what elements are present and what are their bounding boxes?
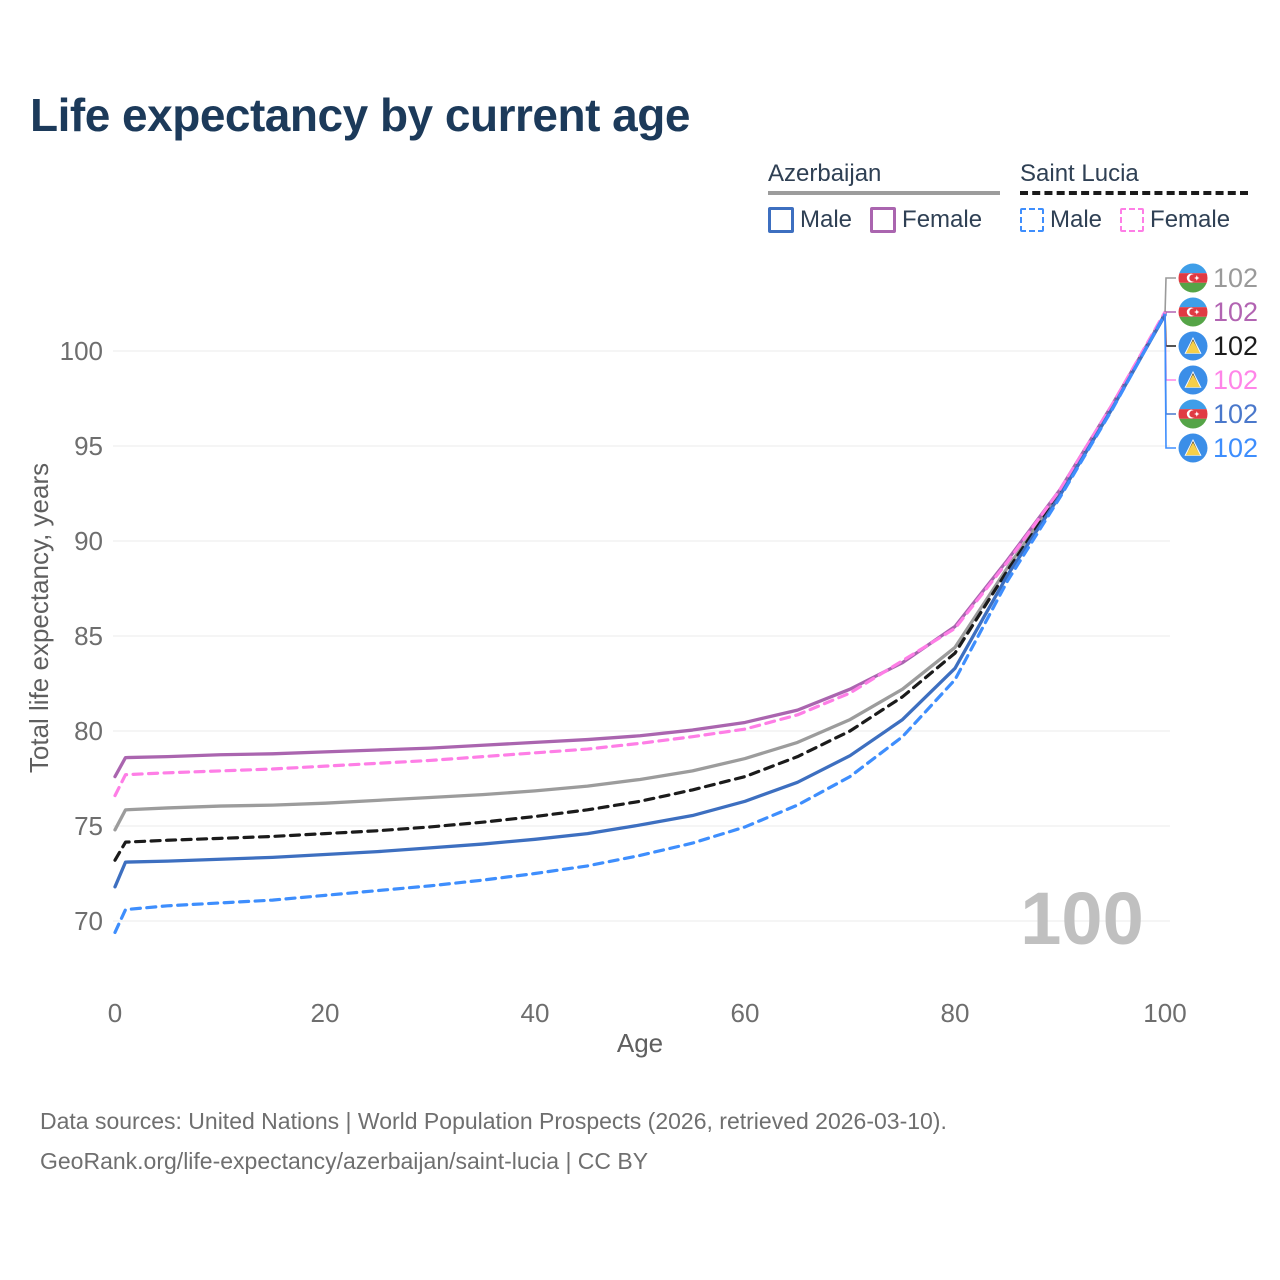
data-sources-text: Data sources: United Nations | World Pop…: [40, 1108, 947, 1134]
legend-swatch-saint-lucia-female[interactable]: [1120, 208, 1145, 232]
azerbaijan-flag-icon[interactable]: [1178, 297, 1208, 327]
age-counter-watermark: 100: [1020, 877, 1144, 960]
legend-label-azerbaijan-male[interactable]: Male: [800, 206, 853, 233]
y-axis-title: Total life expectancy, years: [24, 463, 54, 773]
y-tick-label: 85: [74, 621, 103, 651]
y-tick-label: 90: [74, 526, 103, 556]
series-line-saint-lucia-total[interactable]: [113, 311, 1167, 862]
end-label-leader: [1164, 311, 1176, 315]
saint-lucia-flag-icon[interactable]: [1178, 365, 1208, 395]
page-title: Life expectancy by current age: [30, 89, 690, 141]
x-tick-label: 40: [521, 998, 550, 1028]
end-label-leader: [1164, 312, 1176, 347]
source-url-text: GeoRank.org/life-expectancy/azerbaijan/s…: [40, 1148, 649, 1174]
x-tick-label: 20: [311, 998, 340, 1028]
saint-lucia-flag-icon[interactable]: [1178, 433, 1208, 463]
y-tick-label: 100: [60, 336, 103, 366]
series-line-azerbaijan-female[interactable]: [113, 312, 1167, 779]
legend-country-saint-lucia[interactable]: Saint Lucia: [1020, 160, 1139, 187]
series-line-azerbaijan-male[interactable]: [113, 313, 1167, 889]
legend-swatch-azerbaijan-male[interactable]: [768, 207, 794, 233]
y-tick-label: 70: [74, 906, 103, 936]
x-tick-label: 100: [1143, 998, 1186, 1028]
end-value-label-saint-lucia-male: 102: [1213, 433, 1258, 463]
legend-country-azerbaijan[interactable]: Azerbaijan: [768, 160, 882, 187]
x-tick-label: 80: [941, 998, 970, 1028]
series-line-saint-lucia-male[interactable]: [113, 312, 1167, 935]
legend-group-saint-lucia: Saint Lucia Male Female: [1020, 160, 1249, 234]
y-tick-label: 75: [74, 811, 103, 841]
legend-swatch-saint-lucia-male[interactable]: [1020, 208, 1044, 232]
legend-underline-azerbaijan: [768, 191, 1001, 195]
end-value-label-saint-lucia-total: 102: [1213, 331, 1258, 361]
azerbaijan-flag-icon[interactable]: [1178, 263, 1208, 293]
end-value-label-azerbaijan-female: 102: [1213, 297, 1258, 327]
legend-label-azerbaijan-female[interactable]: Female: [902, 206, 983, 233]
y-tick-label: 80: [74, 716, 103, 746]
x-tick-label: 0: [108, 998, 122, 1028]
end-value-label-saint-lucia-female: 102: [1213, 365, 1258, 395]
end-label-leader: [1164, 314, 1176, 415]
end-value-label-azerbaijan-total: 102: [1213, 263, 1258, 293]
end-label-leader: [1164, 277, 1176, 315]
series-line-saint-lucia-female[interactable]: [113, 310, 1167, 798]
legend-underline-saint-lucia: [1020, 191, 1249, 195]
legend-label-saint-lucia-female[interactable]: Female: [1150, 206, 1231, 233]
x-axis-title: Age: [617, 1028, 663, 1058]
legend-label-saint-lucia-male[interactable]: Male: [1050, 206, 1103, 233]
saint-lucia-flag-icon[interactable]: [1178, 331, 1208, 361]
end-value-label-azerbaijan-male: 102: [1213, 399, 1258, 429]
series-line-azerbaijan-total[interactable]: [113, 313, 1167, 832]
azerbaijan-flag-icon[interactable]: [1178, 399, 1208, 429]
legend-swatch-azerbaijan-female[interactable]: [870, 207, 897, 233]
x-tick-label: 60: [731, 998, 760, 1028]
y-tick-label: 95: [74, 431, 103, 461]
legend-group-azerbaijan: Azerbaijan Male Female: [768, 160, 1001, 234]
end-label-leader: [1164, 313, 1176, 449]
